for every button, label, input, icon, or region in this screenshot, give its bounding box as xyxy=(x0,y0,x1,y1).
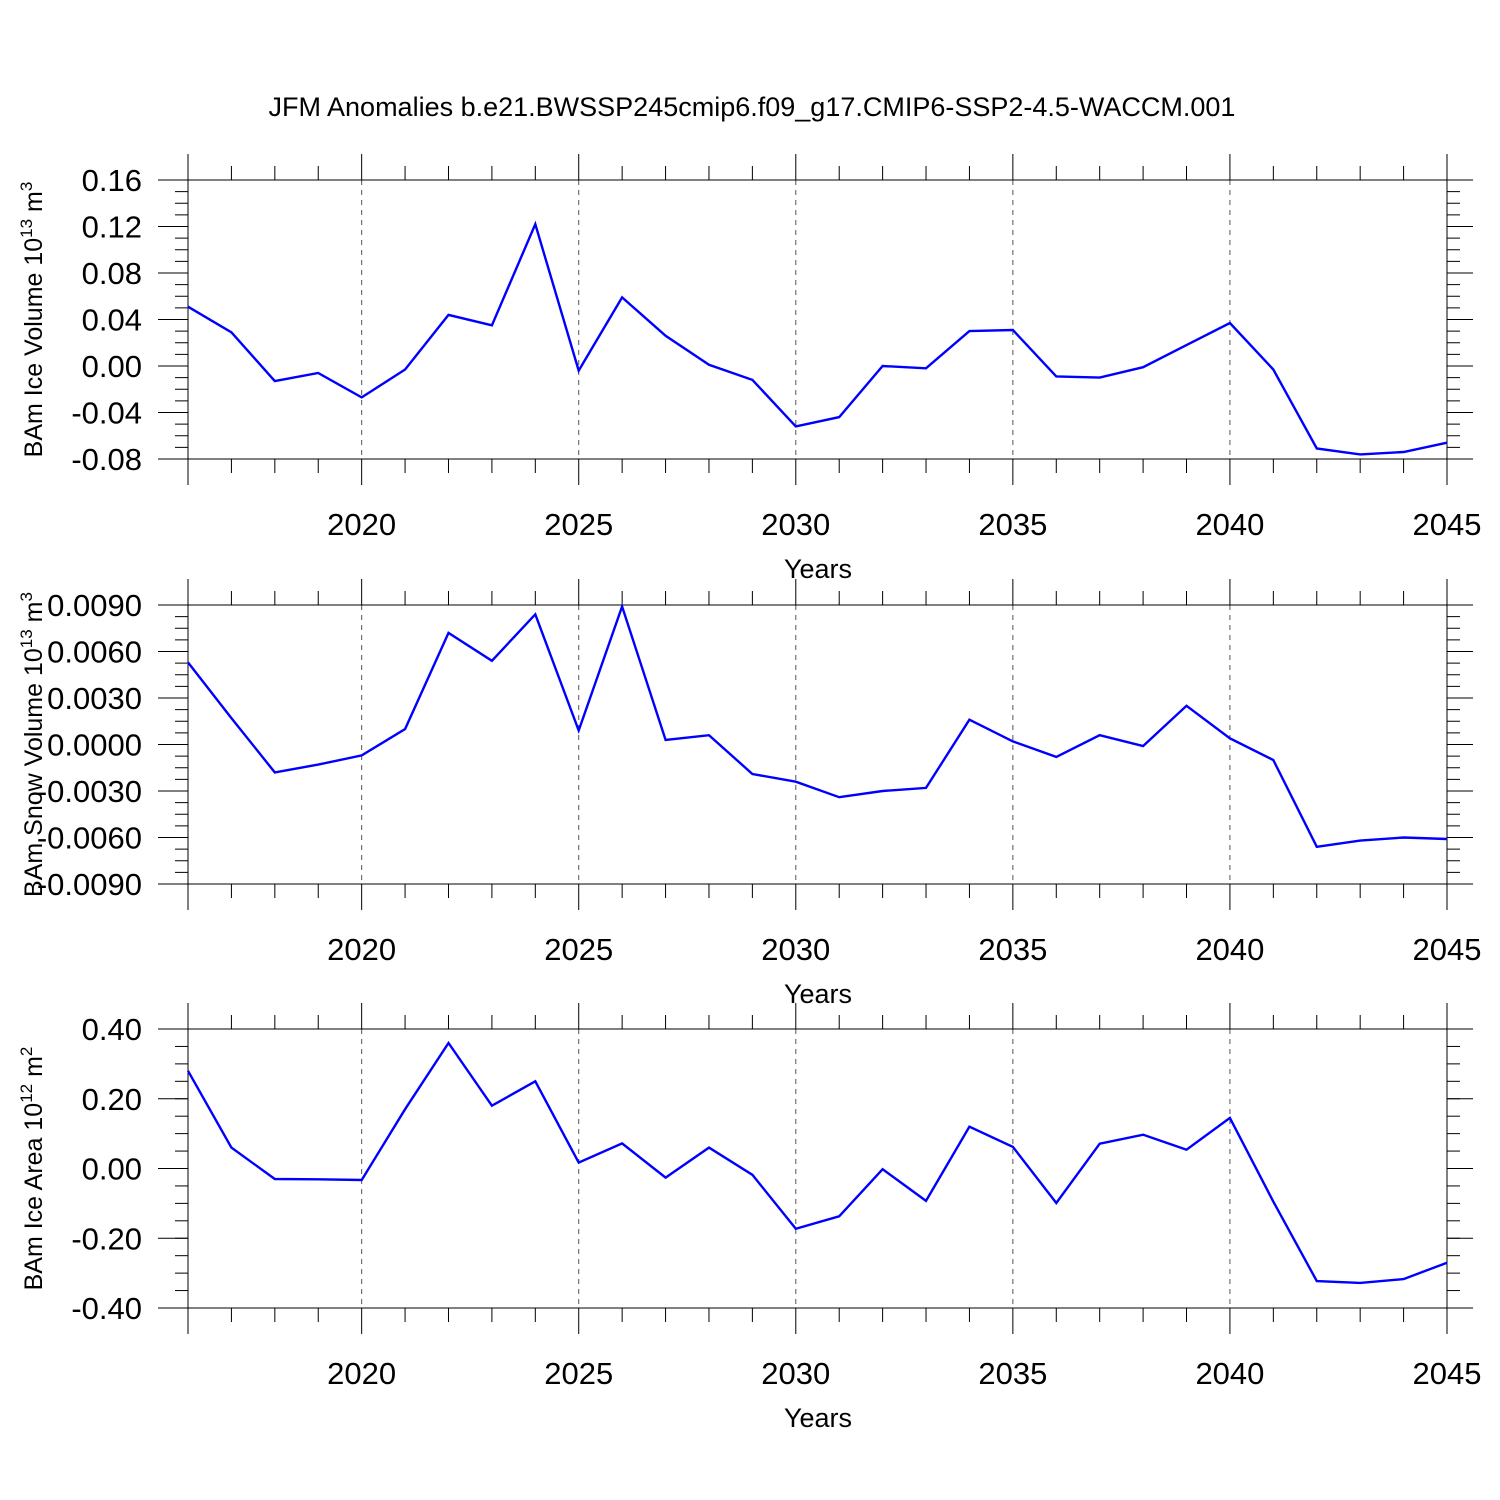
series-line-1 xyxy=(186,1040,1448,1285)
y-tick-label: -0.08 xyxy=(71,442,142,477)
y-tick-label: 0.16 xyxy=(82,163,142,198)
y-tick-label: -0.0060 xyxy=(37,821,142,856)
figure-title: JFM Anomalies b.e21.BWSSP245cmip6.f09_g1… xyxy=(269,92,1236,122)
x-tick-label: 2030 xyxy=(761,932,830,967)
x-axis-title: Years xyxy=(784,1403,852,1433)
y-tick-label: 0.12 xyxy=(82,210,142,245)
x-tick-label: 2020 xyxy=(327,1356,396,1391)
x-tick-label: 2035 xyxy=(978,1356,1047,1391)
y-tick-label: 0.0030 xyxy=(47,681,142,716)
x-tick-label: 2025 xyxy=(544,1356,613,1391)
x-tick-label: 2020 xyxy=(327,932,396,967)
y-tick-label: 0.00 xyxy=(82,1152,142,1187)
x-tick-label: 2040 xyxy=(1195,507,1264,542)
x-tick-label: 2030 xyxy=(761,1356,830,1391)
series-line-1 xyxy=(187,602,1448,849)
y-tick-label: 0.04 xyxy=(82,303,142,338)
x-axis-title: Years xyxy=(784,979,852,1009)
y-tick-label: -0.20 xyxy=(71,1221,142,1256)
x-tick-label: 2030 xyxy=(761,507,830,542)
y-tick-label: 0.0000 xyxy=(47,728,142,763)
x-tick-label: 2035 xyxy=(978,507,1047,542)
y-axis-title: BAm Ice Volume 1013 m3 xyxy=(17,182,48,458)
chart-panel-2: -0.0090 -0.0060 -0.0030 0.0000 0.0030 0.0060 0… xyxy=(17,579,1481,1009)
y-tick-label: 0.0090 xyxy=(47,588,142,623)
y-tick-label: 0.40 xyxy=(82,1012,142,1047)
x-tick-label: 2040 xyxy=(1195,1356,1264,1391)
chart-panel-1: -0.08 -0.04 0.00 0.04 0.08 0.12 0.16 2020 2025 20… xyxy=(17,154,1481,584)
x-tick-label: 2045 xyxy=(1413,1356,1482,1391)
chart-panel-3: -0.40 -0.20 0.00 0.20 0.40 2020 2025 2030 2035 20… xyxy=(17,1003,1481,1433)
y-tick-label: 0.0060 xyxy=(47,635,142,670)
x-tick-label: 2025 xyxy=(544,507,613,542)
x-tick-label: 2025 xyxy=(544,932,613,967)
y-tick-label: 0.20 xyxy=(82,1082,142,1117)
y-tick-label: -0.40 xyxy=(71,1291,142,1326)
y-axis-title: BAm Snow Volume 1013 m3 xyxy=(17,592,48,897)
y-tick-label: -0.0090 xyxy=(37,867,142,902)
panels: -0.08 -0.04 0.00 0.04 0.08 0.12 0.16 2020 2025 20… xyxy=(17,154,1481,1433)
x-tick-label: 2045 xyxy=(1413,932,1482,967)
y-tick-label: 0.00 xyxy=(82,349,142,384)
series-line-1 xyxy=(187,220,1448,456)
x-tick-label: 2035 xyxy=(978,932,1047,967)
y-tick-label: 0.08 xyxy=(82,256,142,291)
y-tick-label: -0.04 xyxy=(71,396,142,431)
x-tick-label: 2020 xyxy=(327,507,396,542)
y-tick-label: -0.0030 xyxy=(37,774,142,809)
x-axis-title: Years xyxy=(784,554,852,584)
x-tick-label: 2040 xyxy=(1195,932,1264,967)
y-axis-title: BAm Ice Area 1012 m2 xyxy=(17,1047,48,1291)
x-tick-label: 2045 xyxy=(1413,507,1482,542)
